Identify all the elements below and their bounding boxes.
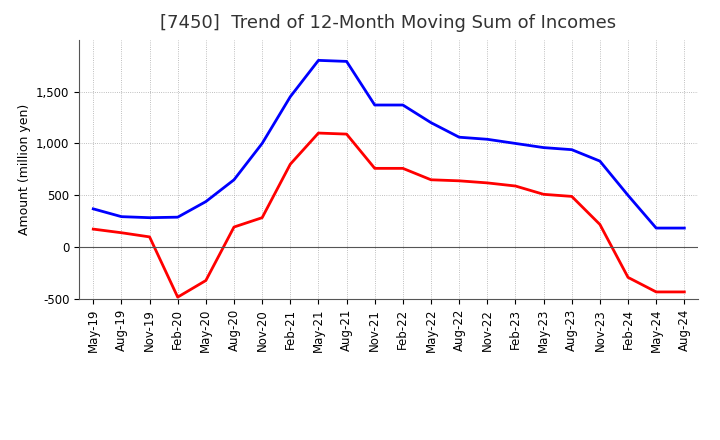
Ordinary Income	[145, 215, 154, 220]
Ordinary Income	[258, 141, 266, 146]
Net Income	[652, 289, 660, 294]
Ordinary Income	[567, 147, 576, 152]
Net Income	[567, 194, 576, 199]
Ordinary Income	[455, 135, 464, 140]
Net Income	[314, 130, 323, 136]
Ordinary Income	[399, 103, 408, 108]
Net Income	[230, 224, 238, 230]
Ordinary Income	[427, 120, 436, 125]
Ordinary Income	[230, 177, 238, 183]
Net Income	[202, 278, 210, 283]
Net Income	[258, 215, 266, 220]
Ordinary Income	[174, 215, 182, 220]
Net Income	[399, 166, 408, 171]
Line: Net Income: Net Income	[94, 133, 684, 297]
Text: [7450]  Trend of 12-Month Moving Sum of Incomes: [7450] Trend of 12-Month Moving Sum of I…	[160, 15, 616, 33]
Net Income	[342, 132, 351, 137]
Net Income	[455, 178, 464, 183]
Net Income	[511, 183, 520, 189]
Line: Ordinary Income: Ordinary Income	[94, 60, 684, 228]
Ordinary Income	[286, 94, 294, 99]
Net Income	[370, 166, 379, 171]
Ordinary Income	[342, 59, 351, 64]
Net Income	[624, 275, 632, 280]
Net Income	[89, 227, 98, 232]
Net Income	[483, 180, 492, 186]
Ordinary Income	[539, 145, 548, 150]
Ordinary Income	[652, 225, 660, 231]
Ordinary Income	[624, 193, 632, 198]
Ordinary Income	[202, 199, 210, 204]
Net Income	[286, 161, 294, 167]
Ordinary Income	[314, 58, 323, 63]
Ordinary Income	[595, 158, 604, 164]
Net Income	[680, 289, 688, 294]
Ordinary Income	[370, 103, 379, 108]
Net Income	[174, 294, 182, 300]
Ordinary Income	[483, 137, 492, 142]
Ordinary Income	[89, 206, 98, 212]
Net Income	[427, 177, 436, 183]
Net Income	[145, 234, 154, 239]
Ordinary Income	[117, 214, 126, 219]
Net Income	[539, 192, 548, 197]
Net Income	[117, 230, 126, 235]
Net Income	[595, 222, 604, 227]
Ordinary Income	[680, 225, 688, 231]
Ordinary Income	[511, 141, 520, 146]
Y-axis label: Amount (million yen): Amount (million yen)	[17, 104, 30, 235]
